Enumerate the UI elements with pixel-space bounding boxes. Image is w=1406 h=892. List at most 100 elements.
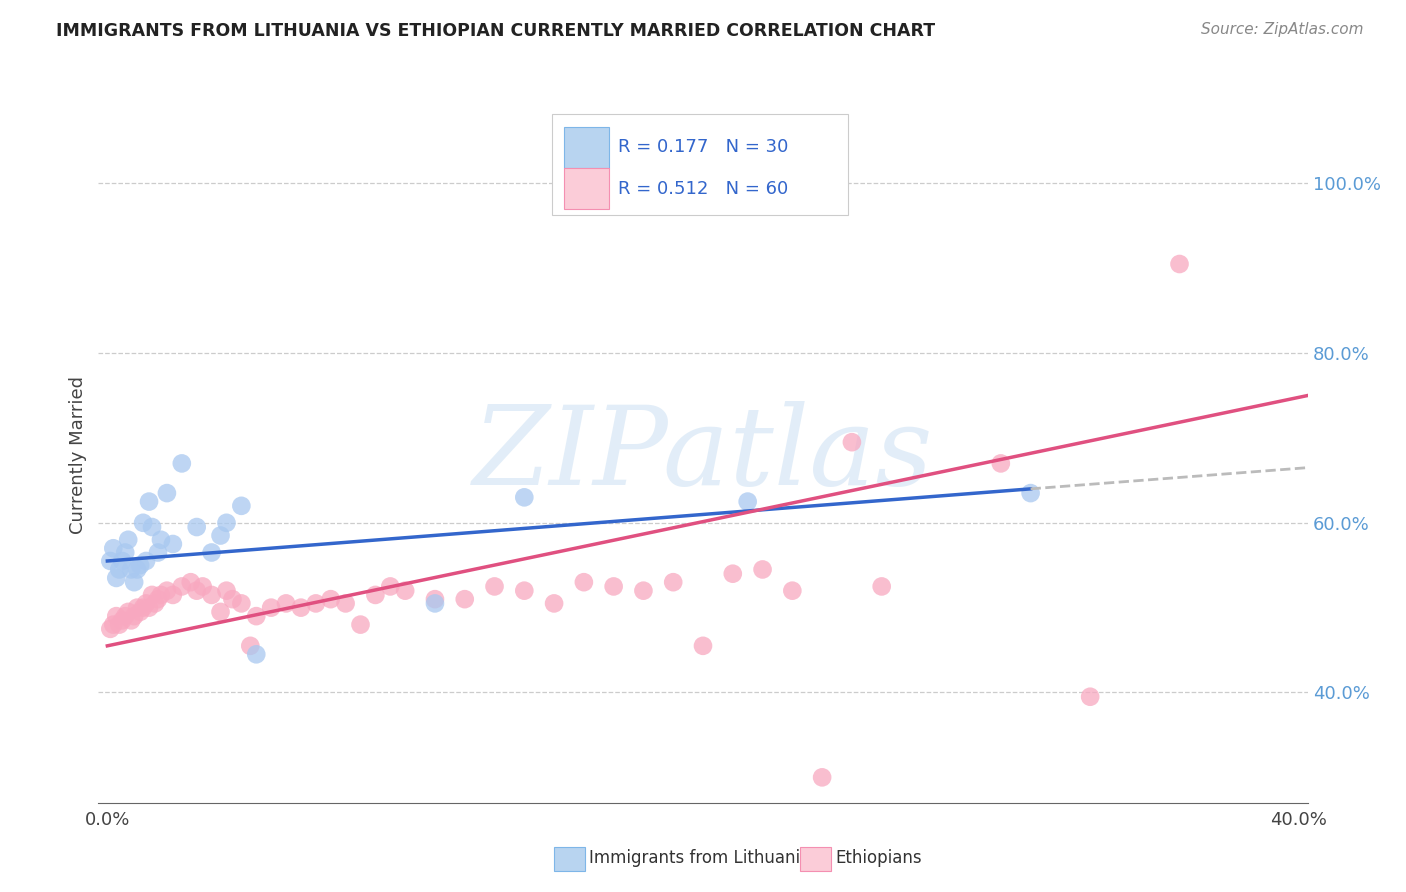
Point: [423, 592, 446, 607]
Point: [1019, 486, 1042, 500]
Y-axis label: Currently Married: Currently Married: [69, 376, 87, 534]
Point: [380, 579, 402, 593]
Point: [162, 537, 184, 551]
Point: [117, 533, 139, 547]
Point: [156, 486, 179, 500]
Point: [98, 622, 121, 636]
Point: [305, 596, 328, 610]
Point: [692, 639, 714, 653]
Text: Ethiopians: Ethiopians: [835, 849, 922, 867]
Text: IMMIGRANTS FROM LITHUANIA VS ETHIOPIAN CURRENTLY MARRIED CORRELATION CHART: IMMIGRANTS FROM LITHUANIA VS ETHIOPIAN C…: [56, 22, 935, 40]
Point: [274, 596, 297, 610]
Point: [156, 583, 179, 598]
Point: [135, 596, 157, 610]
Point: [335, 596, 357, 610]
Point: [129, 605, 152, 619]
Point: [200, 545, 222, 559]
Point: [141, 520, 163, 534]
Point: [870, 579, 893, 593]
Point: [231, 596, 253, 610]
Text: R = 0.177   N = 30: R = 0.177 N = 30: [619, 138, 789, 156]
Point: [98, 554, 121, 568]
Point: [180, 575, 202, 590]
Point: [114, 545, 136, 559]
Point: [103, 541, 125, 556]
Point: [111, 554, 134, 568]
Point: [120, 562, 142, 576]
FancyBboxPatch shape: [553, 114, 848, 215]
Point: [132, 600, 155, 615]
Point: [191, 579, 214, 593]
Point: [120, 613, 142, 627]
Point: [114, 609, 136, 624]
Point: [1078, 690, 1101, 704]
Text: ZIPatlas: ZIPatlas: [472, 401, 934, 508]
Point: [662, 575, 685, 590]
Point: [221, 592, 243, 607]
Point: [105, 571, 128, 585]
Point: [149, 533, 172, 547]
Point: [245, 609, 267, 624]
Point: [423, 596, 446, 610]
Point: [260, 600, 283, 615]
Point: [484, 579, 506, 593]
Text: Immigrants from Lithuania: Immigrants from Lithuania: [589, 849, 810, 867]
Point: [209, 605, 232, 619]
Point: [143, 596, 166, 610]
Text: R = 0.512   N = 60: R = 0.512 N = 60: [619, 180, 789, 198]
Point: [782, 583, 804, 598]
Point: [811, 770, 834, 784]
Point: [105, 609, 128, 624]
Point: [231, 499, 253, 513]
Point: [162, 588, 184, 602]
Point: [737, 494, 759, 508]
Point: [841, 435, 863, 450]
Point: [319, 592, 342, 607]
Point: [127, 562, 149, 576]
Point: [141, 588, 163, 602]
Point: [602, 579, 624, 593]
Point: [215, 583, 238, 598]
Text: Source: ZipAtlas.com: Source: ZipAtlas.com: [1201, 22, 1364, 37]
Point: [186, 583, 208, 598]
Point: [245, 648, 267, 662]
Point: [103, 617, 125, 632]
Point: [122, 575, 145, 590]
Point: [990, 457, 1012, 471]
Point: [146, 592, 169, 607]
Point: [170, 579, 193, 593]
Point: [215, 516, 238, 530]
Point: [135, 554, 157, 568]
Point: [721, 566, 744, 581]
Point: [364, 588, 387, 602]
FancyBboxPatch shape: [564, 169, 609, 210]
Point: [751, 562, 773, 576]
Point: [146, 545, 169, 559]
Point: [129, 558, 152, 573]
Point: [513, 491, 536, 505]
Point: [138, 600, 160, 615]
Point: [209, 528, 232, 542]
Point: [186, 520, 208, 534]
Point: [170, 457, 193, 471]
Point: [117, 605, 139, 619]
Point: [633, 583, 655, 598]
FancyBboxPatch shape: [564, 127, 609, 168]
Point: [239, 639, 262, 653]
Point: [513, 583, 536, 598]
Point: [108, 562, 131, 576]
Point: [290, 600, 312, 615]
Point: [200, 588, 222, 602]
Point: [349, 617, 371, 632]
Point: [1168, 257, 1191, 271]
Point: [394, 583, 416, 598]
Point: [122, 609, 145, 624]
Point: [138, 494, 160, 508]
Point: [132, 516, 155, 530]
Point: [127, 600, 149, 615]
Point: [543, 596, 565, 610]
Point: [572, 575, 595, 590]
Point: [108, 617, 131, 632]
Point: [111, 613, 134, 627]
Point: [454, 592, 477, 607]
